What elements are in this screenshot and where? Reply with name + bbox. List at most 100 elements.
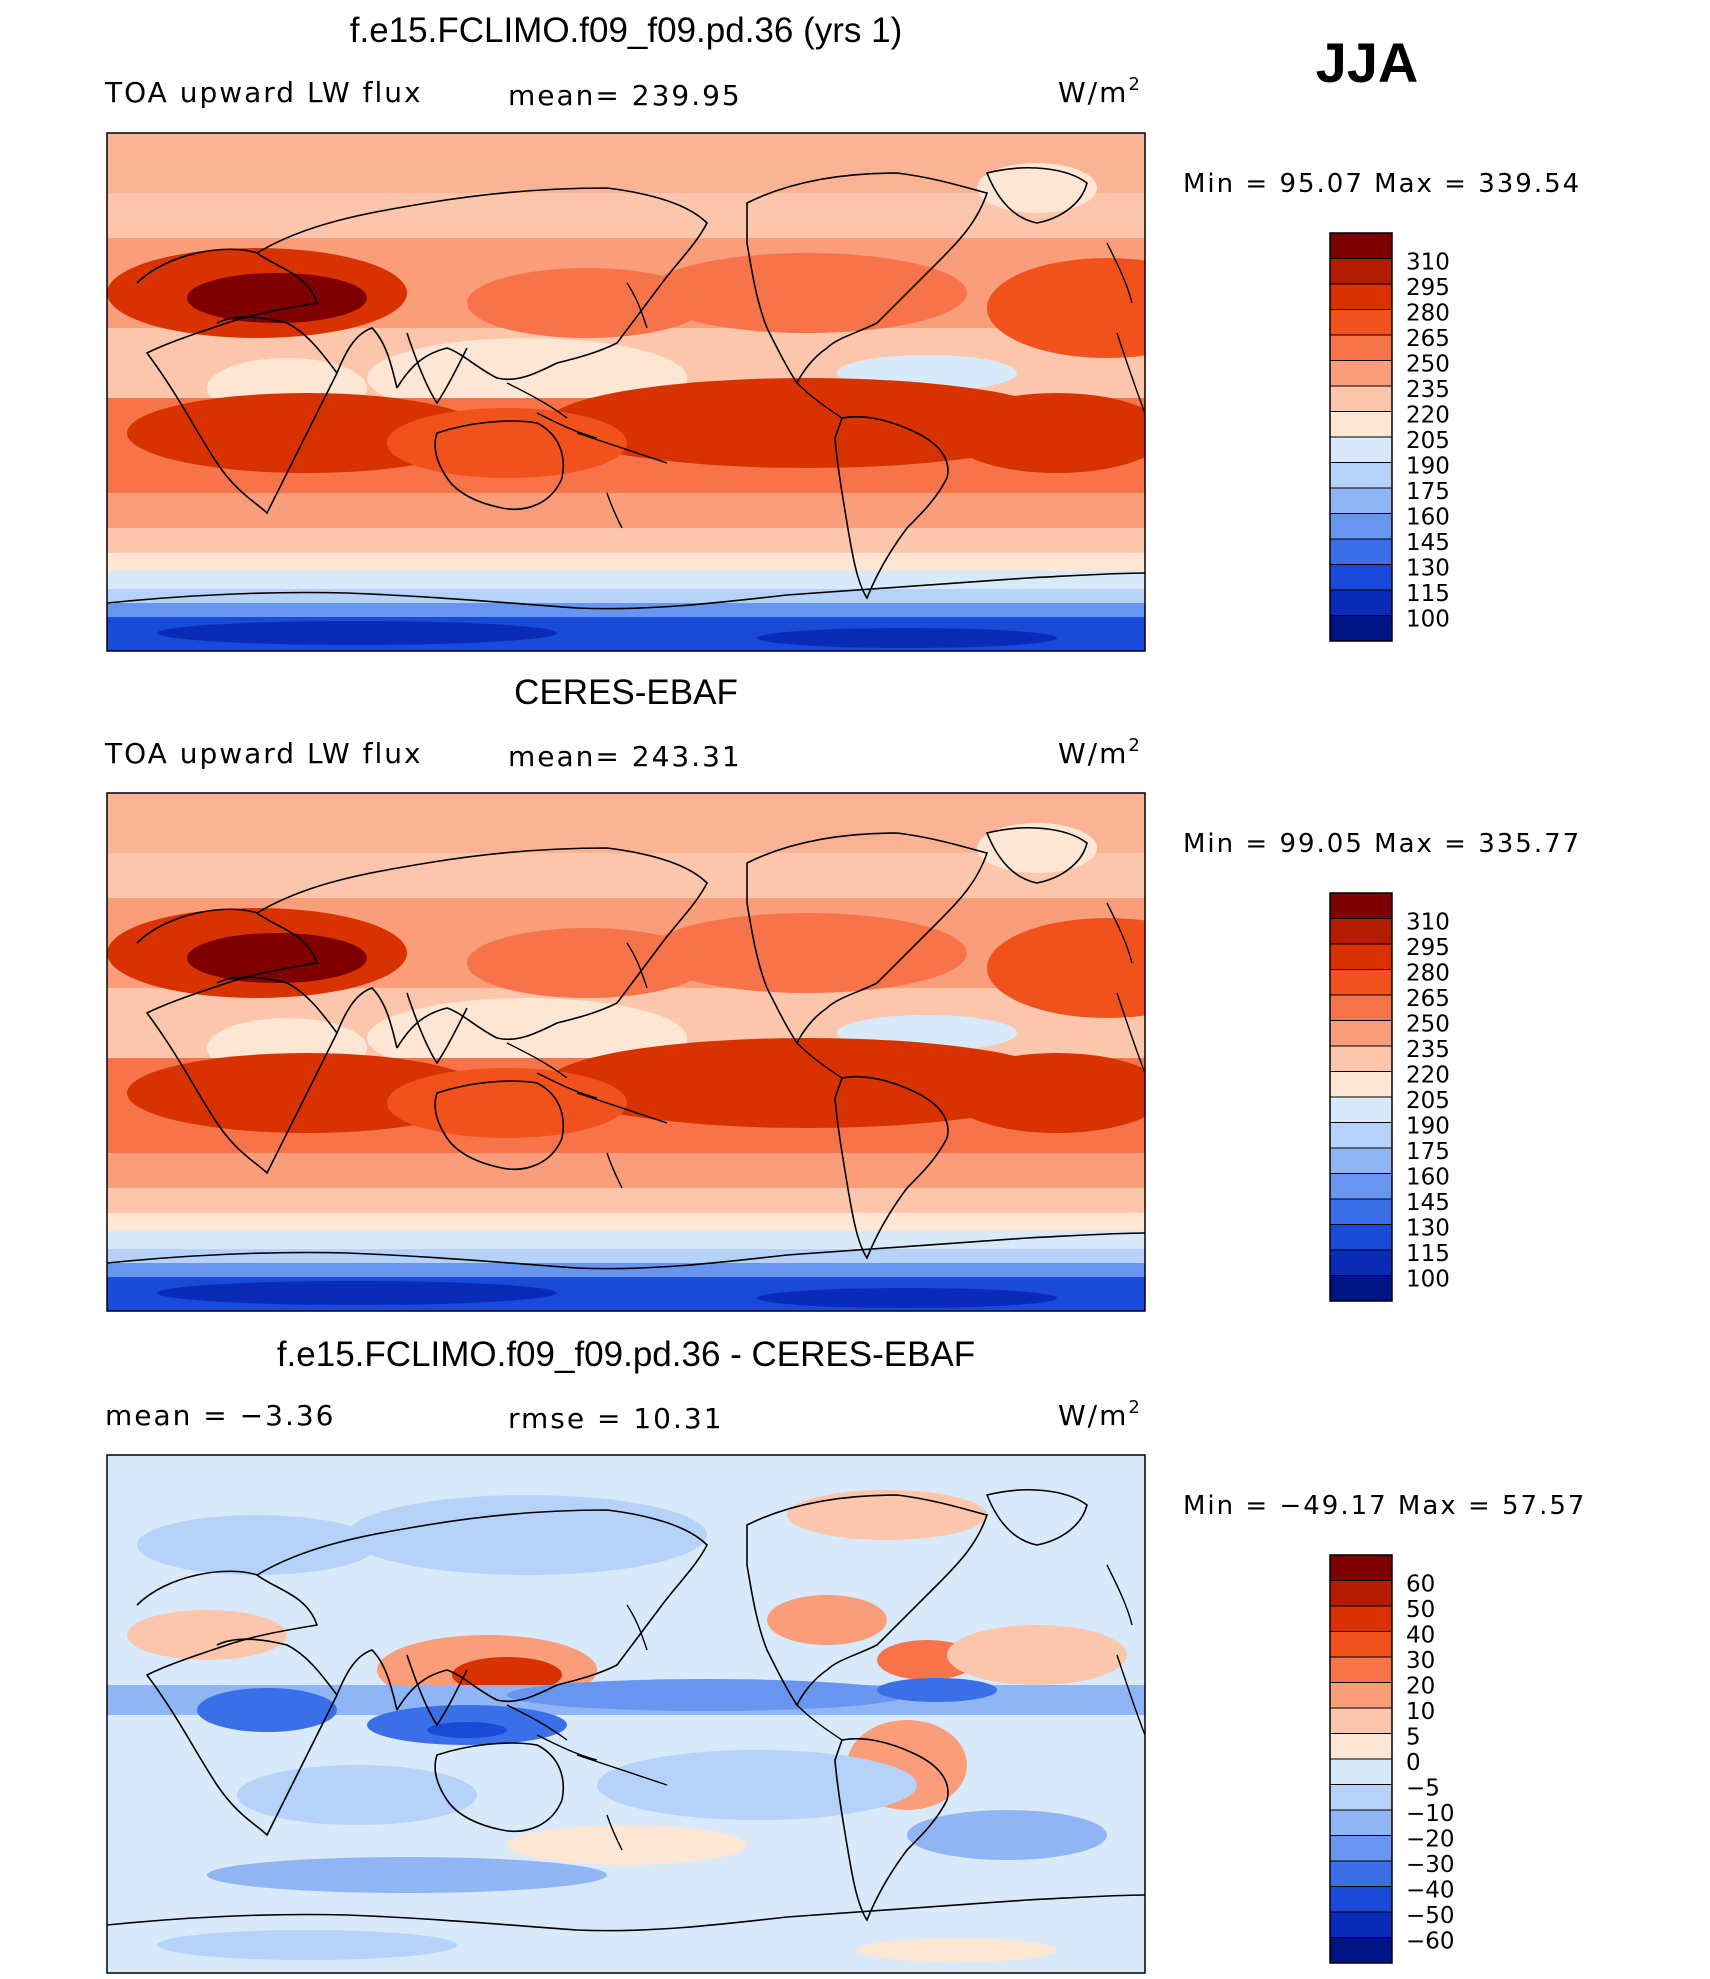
colorbar-swatch — [1329, 1758, 1393, 1785]
colorbar-tick-label: 205 — [1406, 428, 1450, 454]
colorbar-swatch — [1329, 1198, 1393, 1225]
colorbar-swatch — [1329, 1860, 1393, 1887]
colorbar-tick-label: 265 — [1406, 986, 1450, 1012]
colorbar-swatch — [1329, 1835, 1393, 1862]
colorbar-swatch — [1329, 1122, 1393, 1149]
season-label: JJA — [1316, 31, 1419, 94]
minmax-label: Min = 95.07 Max = 339.54 — [1183, 169, 1581, 199]
flux-map — [106, 792, 1146, 1312]
colorbar-swatch — [1329, 1275, 1393, 1302]
colorbar-tick-label: −60 — [1406, 1929, 1455, 1955]
panel-title: CERES-EBAF — [514, 673, 738, 712]
colorbar-swatch — [1329, 969, 1393, 996]
difference-map — [106, 1454, 1146, 1974]
panel-diff: f.e15.FCLIMO.f09_f09.pd.36 - CERES-EBAF m… — [105, 1335, 1586, 1974]
colorbar-swatch — [1329, 1656, 1393, 1683]
colorbar-tick-label: 310 — [1406, 910, 1450, 936]
colorbar-swatch — [1329, 487, 1393, 514]
colorbar-tick-label: 130 — [1406, 1216, 1450, 1242]
colorbar-tick-label: 205 — [1406, 1088, 1450, 1114]
colorbar-swatch — [1329, 892, 1393, 919]
colorbar-tick-label: 160 — [1406, 505, 1450, 531]
colorbar-swatch — [1329, 385, 1393, 412]
colorbar-tick-label: −5 — [1406, 1776, 1440, 1802]
colorbar-swatch — [1329, 1147, 1393, 1174]
panel-left-label: TOA upward LW flux — [104, 737, 423, 770]
colorbar-swatch — [1329, 258, 1393, 285]
colorbar-tick-label: 220 — [1406, 403, 1450, 429]
colorbar-tick-label: 50 — [1406, 1597, 1435, 1623]
colorbar-tick-label: 265 — [1406, 326, 1450, 352]
colorbar-tick-label: 0 — [1406, 1750, 1421, 1776]
colorbar-tick-label: 175 — [1406, 1139, 1450, 1165]
colorbar-swatch — [1329, 360, 1393, 387]
colorbar-swatch — [1329, 1733, 1393, 1760]
units-label: W/m2 — [1058, 1397, 1142, 1432]
colorbar-swatch — [1329, 411, 1393, 438]
colorbar-swatch — [1329, 1173, 1393, 1200]
panel-left-label: mean = −3.36 — [105, 1399, 335, 1432]
colorbar-tick-label: 220 — [1406, 1063, 1450, 1089]
colorbar-swatch — [1329, 994, 1393, 1021]
colorbar-swatch — [1329, 615, 1393, 642]
units-label: W/m2 — [1058, 735, 1142, 770]
map-frame — [106, 132, 1146, 652]
colorbar-swatch — [1329, 309, 1393, 336]
colorbar-swatch — [1329, 1554, 1393, 1581]
colorbar-swatch — [1329, 589, 1393, 616]
colorbar-tick-label: 175 — [1406, 479, 1450, 505]
colorbar-swatch — [1329, 1707, 1393, 1734]
panel-left-label: TOA upward LW flux — [104, 76, 423, 109]
colorbar-tick-label: 250 — [1406, 1012, 1450, 1038]
colorbar-swatch — [1329, 232, 1393, 259]
colorbar-tick-label: 115 — [1406, 1241, 1450, 1267]
colorbar-swatch — [1329, 1937, 1393, 1964]
colorbar-swatch — [1329, 462, 1393, 489]
colorbar-tick-label: 115 — [1406, 581, 1450, 607]
colorbar-swatch — [1329, 283, 1393, 310]
colorbar-swatch — [1329, 334, 1393, 361]
minmax-label: Min = −49.17 Max = 57.57 — [1183, 1491, 1586, 1521]
colorbar-tick-label: −30 — [1406, 1852, 1455, 1878]
colorbar-swatch — [1329, 1045, 1393, 1072]
colorbar-swatch — [1329, 1886, 1393, 1913]
colorbar-tick-label: 280 — [1406, 961, 1450, 987]
colorbar-tick-label: −50 — [1406, 1903, 1455, 1929]
panel-model: f.e15.FCLIMO.f09_f09.pd.36 (yrs 1) TOA up… — [104, 11, 1581, 652]
colorbar-tick-label: 235 — [1406, 377, 1450, 403]
colorbar-swatch — [1329, 1784, 1393, 1811]
colorbar-tick-label: −20 — [1406, 1827, 1455, 1853]
panel-center-label: rmse = 10.31 — [508, 1402, 724, 1435]
colorbar-tick-label: 310 — [1406, 250, 1450, 276]
colorbar-tick-label: 100 — [1406, 1267, 1450, 1293]
colorbar-tick-label: 5 — [1406, 1725, 1421, 1751]
colorbar-swatch — [1329, 1020, 1393, 1047]
panel-center-label: mean= 239.95 — [508, 79, 742, 112]
colorbar: 3102952802652502352202051901751601451301… — [1329, 892, 1450, 1302]
colorbar-swatch — [1329, 513, 1393, 540]
colorbar-swatch — [1329, 1249, 1393, 1276]
colorbar-swatch — [1329, 1911, 1393, 1938]
colorbar-swatch — [1329, 1580, 1393, 1607]
colorbar-swatch — [1329, 943, 1393, 970]
colorbar-tick-label: 190 — [1406, 1114, 1450, 1140]
colorbar-swatch — [1329, 1605, 1393, 1632]
flux-map — [106, 132, 1146, 652]
colorbar-swatch — [1329, 564, 1393, 591]
colorbar-swatch — [1329, 1809, 1393, 1836]
units-label: W/m2 — [1058, 74, 1142, 109]
colorbar-tick-label: 30 — [1406, 1648, 1435, 1674]
colorbar-tick-label: 10 — [1406, 1699, 1435, 1725]
colorbar-swatch — [1329, 1096, 1393, 1123]
map-frame — [106, 792, 1146, 1312]
colorbar-tick-label: 145 — [1406, 530, 1450, 556]
colorbar-tick-label: 295 — [1406, 935, 1450, 961]
colorbar-tick-label: 160 — [1406, 1165, 1450, 1191]
colorbar-tick-label: 130 — [1406, 556, 1450, 582]
colorbar-tick-label: 235 — [1406, 1037, 1450, 1063]
colorbar-tick-label: 250 — [1406, 352, 1450, 378]
colorbar-tick-label: 60 — [1406, 1572, 1435, 1598]
colorbar-tick-label: 295 — [1406, 275, 1450, 301]
